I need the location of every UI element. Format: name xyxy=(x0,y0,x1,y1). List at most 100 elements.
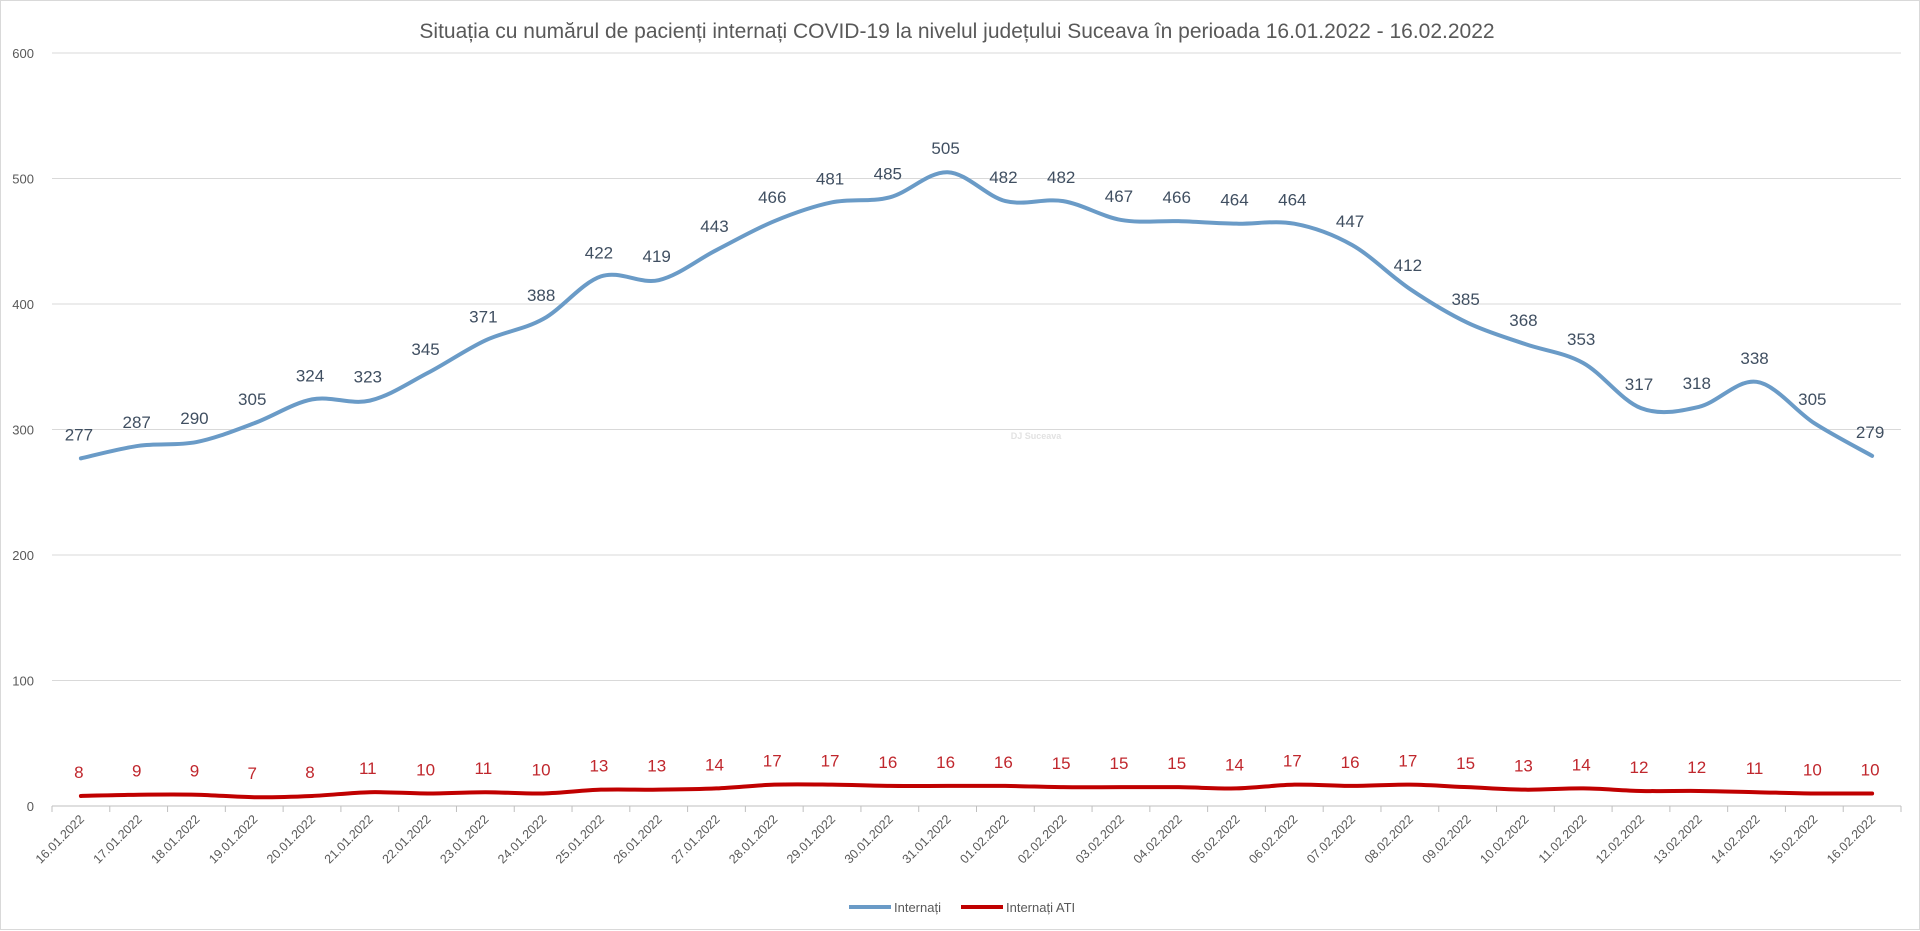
data-label: 12 xyxy=(1630,758,1649,777)
data-label: 13 xyxy=(1514,757,1533,776)
data-label: 9 xyxy=(132,762,141,781)
data-label: 15 xyxy=(1109,754,1128,773)
data-label: 317 xyxy=(1625,375,1653,394)
data-label: 385 xyxy=(1451,290,1479,309)
x-tick-label: 27.01.2022 xyxy=(668,812,722,866)
x-tick-label: 13.02.2022 xyxy=(1651,812,1705,866)
data-label: 464 xyxy=(1220,191,1248,210)
data-label: 305 xyxy=(238,390,266,409)
data-label: 481 xyxy=(816,169,844,188)
data-label: 12 xyxy=(1687,758,1706,777)
data-label: 16 xyxy=(878,753,897,772)
x-tick-label: 21.01.2022 xyxy=(322,812,376,866)
data-label: 422 xyxy=(585,243,613,262)
x-tick-label: 24.01.2022 xyxy=(495,812,549,866)
x-tick-label: 29.01.2022 xyxy=(784,812,838,866)
data-label: 467 xyxy=(1105,187,1133,206)
data-label: 17 xyxy=(763,752,782,771)
x-tick-label: 15.02.2022 xyxy=(1766,812,1820,866)
data-label: 345 xyxy=(411,340,439,359)
data-label: 11 xyxy=(1746,759,1764,778)
series-lines xyxy=(78,170,1875,800)
data-label: 9 xyxy=(190,762,199,781)
series-line-internati-ati xyxy=(78,782,1875,800)
x-tick-label: 23.01.2022 xyxy=(437,812,491,866)
y-tick-label: 600 xyxy=(12,46,34,61)
x-tick-label: 06.02.2022 xyxy=(1246,812,1300,866)
x-tick-label: 26.01.2022 xyxy=(611,812,665,866)
data-label: 15 xyxy=(1052,754,1071,773)
data-label: 482 xyxy=(1047,168,1075,187)
x-tick-label: 02.02.2022 xyxy=(1015,812,1069,866)
x-tick-label: 16.01.2022 xyxy=(33,812,87,866)
data-label: 10 xyxy=(416,760,435,779)
data-label: 443 xyxy=(700,217,728,236)
data-label: 290 xyxy=(180,409,208,428)
data-label: 7 xyxy=(248,764,257,783)
x-tick-label: 12.02.2022 xyxy=(1593,812,1647,866)
legend-item: Internați ATI xyxy=(961,900,1075,915)
legend-label: Internați xyxy=(894,900,941,915)
x-tick-label: 19.01.2022 xyxy=(206,812,260,866)
data-label: 10 xyxy=(1803,760,1822,779)
data-label: 318 xyxy=(1683,374,1711,393)
x-tick-label: 31.01.2022 xyxy=(900,812,954,866)
y-tick-label: 0 xyxy=(27,799,34,814)
x-tick-label: 07.02.2022 xyxy=(1304,812,1358,866)
data-label: 16 xyxy=(936,753,955,772)
data-label: 13 xyxy=(589,757,608,776)
data-label: 14 xyxy=(1225,755,1244,774)
data-label: 371 xyxy=(469,307,497,326)
x-tick-label: 18.01.2022 xyxy=(148,812,202,866)
data-label: 338 xyxy=(1740,349,1768,368)
data-label: 14 xyxy=(705,755,724,774)
y-tick-label: 500 xyxy=(12,172,34,187)
x-tick-label: 16.02.2022 xyxy=(1824,812,1878,866)
data-label: 17 xyxy=(821,752,840,771)
x-tick-label: 22.01.2022 xyxy=(380,812,434,866)
x-tick-label: 14.02.2022 xyxy=(1709,812,1763,866)
data-label: 279 xyxy=(1856,423,1884,442)
legend: Internați Internați ATI xyxy=(849,900,1075,915)
x-tick-label: 20.01.2022 xyxy=(264,812,318,866)
x-tick-label: 09.02.2022 xyxy=(1420,812,1474,866)
x-tick-label: 08.02.2022 xyxy=(1362,812,1416,866)
data-labels: 277 287 290 305 324 323 345 371 388 422 419 443 466 4… xyxy=(65,139,1885,783)
data-label: 15 xyxy=(1167,754,1186,773)
data-label: 277 xyxy=(65,425,93,444)
watermark: DJ Suceava xyxy=(1011,431,1063,441)
x-tick-label: 10.02.2022 xyxy=(1477,812,1531,866)
x-tick-label: 01.02.2022 xyxy=(957,812,1011,866)
gridlines xyxy=(52,52,1901,681)
data-label: 305 xyxy=(1798,390,1826,409)
x-axis: 16.01.2022 17.01.2022 18.01.2022 19.01.2022… xyxy=(33,805,1902,866)
series-line-internati xyxy=(78,170,1875,461)
data-label: 466 xyxy=(758,188,786,207)
x-tick-label: 17.01.2022 xyxy=(91,812,145,866)
data-label: 16 xyxy=(1341,753,1360,772)
data-label: 8 xyxy=(305,763,314,782)
data-label: 412 xyxy=(1394,256,1422,275)
data-label: 287 xyxy=(122,413,150,432)
data-label: 324 xyxy=(296,366,324,385)
legend-item: Internați xyxy=(849,900,941,915)
x-tick-label: 25.01.2022 xyxy=(553,812,607,866)
data-label: 17 xyxy=(1398,752,1417,771)
data-label: 15 xyxy=(1456,754,1475,773)
y-tick-label: 200 xyxy=(12,548,34,563)
data-label: 419 xyxy=(643,247,671,266)
data-label: 14 xyxy=(1572,755,1591,774)
y-tick-label: 100 xyxy=(12,674,34,689)
x-tick-label: 30.01.2022 xyxy=(842,812,896,866)
y-axis: 0 100 200 300 400 500 600 xyxy=(12,46,34,814)
x-tick-label: 28.01.2022 xyxy=(726,812,780,866)
x-tick-label: 11.02.2022 xyxy=(1536,812,1590,866)
data-label: 10 xyxy=(532,760,551,779)
data-label: 388 xyxy=(527,286,555,305)
x-tick-label: 04.02.2022 xyxy=(1131,812,1185,866)
data-label: 464 xyxy=(1278,191,1306,210)
data-label: 485 xyxy=(874,164,902,183)
data-label: 447 xyxy=(1336,212,1364,231)
